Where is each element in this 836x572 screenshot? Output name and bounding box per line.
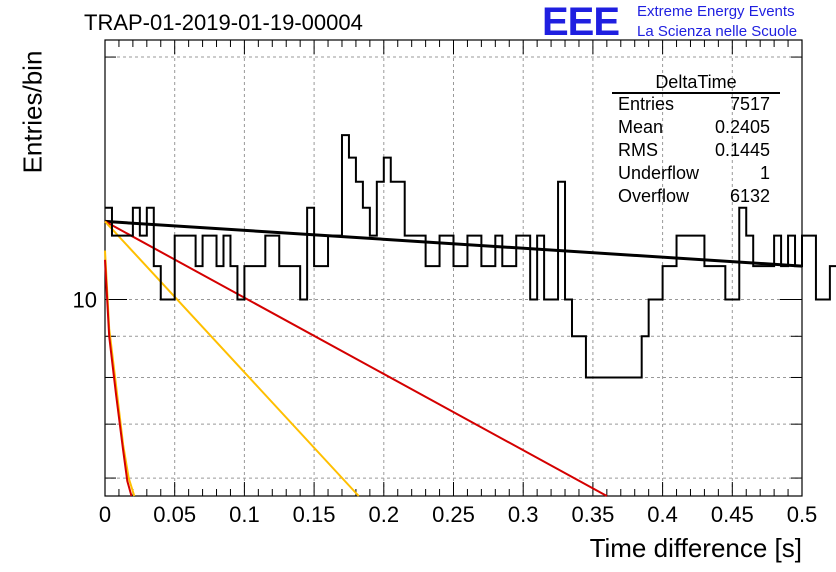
fit-curve <box>104 220 360 497</box>
x-tick-label: 0.3 <box>508 502 539 527</box>
x-tick-label: 0.1 <box>229 502 260 527</box>
stats-row-value: 1 <box>760 163 770 183</box>
tick-labels: 0 0.05 0.1 0.15 0.2 0.25 0.3 0.35 0.4 0.45 0.5 10 <box>73 287 818 527</box>
stats-row-label: Mean <box>618 117 663 137</box>
grid <box>105 40 802 496</box>
stats-row-value: 7517 <box>730 94 770 114</box>
stats-row-label: Entries <box>618 94 674 114</box>
x-tick-label: 0.5 <box>787 502 818 527</box>
stats-row-value: 0.1445 <box>715 140 770 160</box>
x-tick-label: 0 <box>99 502 111 527</box>
x-axis-label: Time difference [s] <box>589 533 802 563</box>
axis-ticks <box>104 40 803 496</box>
fit-curve <box>104 259 133 497</box>
eee-logo: EEE <box>542 0 620 44</box>
x-tick-label: 0.45 <box>711 502 754 527</box>
x-tick-label: 0.15 <box>293 502 336 527</box>
x-tick-label: 0.4 <box>647 502 678 527</box>
x-tick-label: 0.2 <box>369 502 400 527</box>
fit-curve <box>104 220 608 497</box>
x-tick-label: 0.25 <box>432 502 475 527</box>
x-tick-label: 0.35 <box>571 502 614 527</box>
stats-row-label: RMS <box>618 140 658 160</box>
stats-row-value: 6132 <box>730 186 770 206</box>
logo-text-line1: Extreme Energy Events <box>637 3 795 20</box>
fit-curve <box>104 250 136 497</box>
logo-text-line2: La Scienza nelle Scuole <box>637 23 798 40</box>
histogram-line <box>105 134 836 379</box>
y-tick-label: 10 <box>73 287 97 312</box>
x-tick-label: 0.05 <box>153 502 196 527</box>
histogram-bins <box>105 134 836 379</box>
stats-title: DeltaTime <box>655 72 736 92</box>
stats-row-label: Overflow <box>618 186 690 206</box>
chart-title: TRAP-01-2019-01-19-00004 <box>84 10 363 35</box>
stats-row-value: 0.2405 <box>715 117 770 137</box>
stats-row-label: Underflow <box>618 163 700 183</box>
